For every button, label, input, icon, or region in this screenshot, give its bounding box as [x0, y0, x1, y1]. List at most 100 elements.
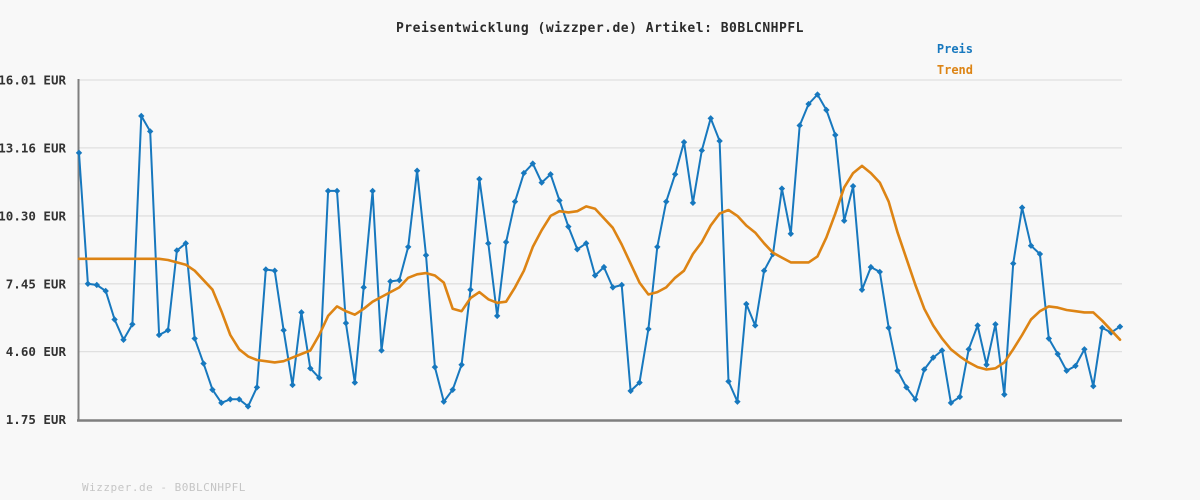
price-marker	[636, 379, 643, 386]
price-marker	[796, 122, 803, 129]
price-marker	[787, 230, 794, 237]
price-marker	[760, 267, 768, 274]
price-marker	[849, 182, 857, 190]
price-marker	[467, 286, 474, 293]
price-marker	[342, 319, 350, 327]
price-marker	[1072, 362, 1079, 370]
price-marker	[244, 403, 252, 410]
legend-item-preis: Preis	[936, 42, 973, 56]
price-marker	[876, 268, 883, 276]
price-marker	[867, 263, 875, 271]
price-marker	[894, 367, 901, 374]
price-marker	[235, 396, 243, 403]
price-marker	[591, 272, 599, 279]
price-marker	[422, 252, 430, 259]
price-marker	[1054, 350, 1061, 358]
price-marker	[227, 396, 234, 403]
price-marker	[921, 366, 928, 373]
price-marker	[1001, 391, 1008, 398]
price-marker	[903, 384, 910, 391]
price-marker	[698, 147, 706, 154]
price-marker	[155, 331, 163, 339]
price-marker	[520, 169, 528, 177]
price-marker	[547, 171, 554, 178]
price-marker	[778, 185, 786, 192]
price-marker	[929, 354, 937, 361]
price-marker	[689, 199, 697, 207]
price-marker	[369, 187, 376, 195]
price-marker	[823, 106, 830, 114]
price-marker	[805, 100, 812, 108]
price-marker	[947, 399, 955, 407]
price-marker	[138, 112, 145, 120]
price-marker	[965, 346, 972, 353]
price-marker	[618, 281, 625, 289]
price-marker	[431, 363, 439, 371]
y-tick-label: 7.45 EUR	[6, 276, 67, 291]
price-marker	[396, 277, 403, 284]
price-marker	[1010, 260, 1017, 267]
price-marker	[1081, 346, 1088, 353]
price-marker	[680, 138, 688, 146]
y-tick-label: 16.01 EUR	[0, 73, 66, 88]
price-marker	[280, 327, 287, 334]
trend-series-line	[77, 164, 1122, 371]
price-marker	[1090, 382, 1097, 390]
price-marker	[289, 381, 296, 389]
price-marker	[75, 149, 83, 157]
price-marker	[511, 198, 519, 205]
price-marker	[476, 175, 483, 183]
price-marker	[129, 321, 136, 328]
price-marker	[938, 347, 946, 354]
price-marker	[405, 243, 412, 251]
price-marker	[983, 361, 990, 368]
page-title: Preisentwicklung (wizzper.de) Artikel: B…	[395, 21, 804, 36]
y-tick-label: 1.75 EUR	[6, 412, 67, 427]
price-marker	[298, 309, 305, 316]
price-marker	[146, 128, 154, 135]
price-marker	[582, 240, 590, 247]
price-marker	[725, 378, 732, 385]
price-marker	[262, 266, 270, 273]
price-marker	[164, 327, 172, 334]
price-marker	[538, 179, 545, 186]
watermark: Wizzper.de - B0BLCNHPFL	[82, 481, 246, 494]
price-marker	[93, 281, 100, 289]
price-marker	[493, 312, 501, 320]
price-marker	[885, 324, 892, 332]
price-marker	[191, 335, 198, 342]
price-marker	[502, 238, 510, 246]
price-marker	[529, 160, 536, 167]
price-marker	[671, 171, 679, 178]
price-marker	[324, 187, 332, 195]
price-marker	[609, 284, 617, 291]
chart-legend: Preis Trend	[937, 39, 973, 81]
price-marker	[663, 198, 670, 205]
price-marker	[387, 278, 394, 285]
price-marker	[912, 396, 919, 403]
price-marker	[654, 243, 661, 251]
price-marker	[627, 387, 634, 395]
price-marker	[271, 267, 278, 274]
price-marker	[1063, 367, 1070, 374]
price-marker	[378, 347, 385, 354]
price-marker	[565, 223, 572, 230]
price-marker	[1099, 324, 1106, 332]
y-tick-label: 10.30 EUR	[0, 208, 66, 223]
price-marker	[600, 263, 608, 271]
y-tick-label: 13.16 EUR	[0, 140, 66, 155]
price-marker	[1018, 204, 1026, 211]
price-marker	[173, 247, 181, 254]
price-marker	[1027, 242, 1035, 249]
price-marker	[449, 386, 456, 393]
price-marker	[858, 286, 866, 293]
y-tick-label: 4.60 EUR	[6, 344, 67, 359]
price-marker	[956, 393, 964, 401]
price-marker	[333, 187, 341, 195]
price-marker	[360, 284, 367, 291]
price-marker	[485, 240, 492, 247]
price-marker	[120, 336, 127, 343]
price-marker	[316, 374, 323, 382]
price-marker	[574, 246, 581, 253]
